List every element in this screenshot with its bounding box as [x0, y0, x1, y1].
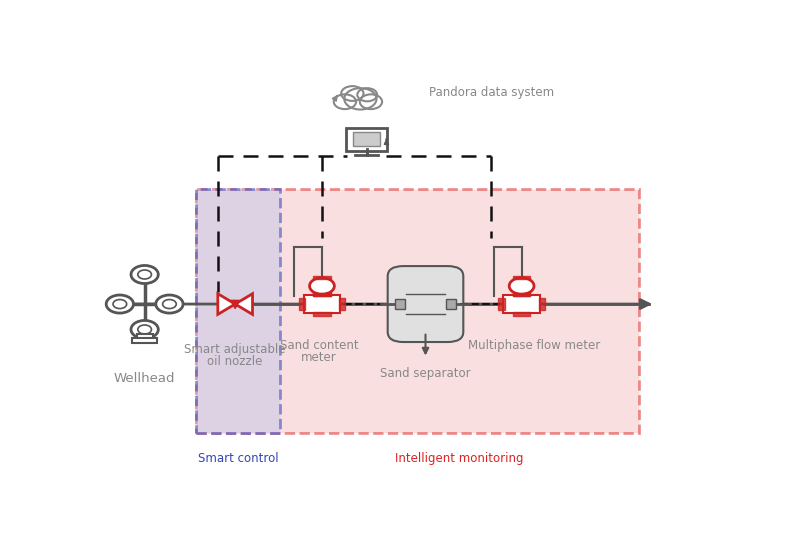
FancyBboxPatch shape [132, 338, 157, 343]
Text: Smart adjustable: Smart adjustable [185, 343, 286, 356]
FancyBboxPatch shape [503, 295, 540, 313]
FancyBboxPatch shape [446, 299, 456, 309]
Text: oil nozzle: oil nozzle [207, 356, 263, 368]
FancyBboxPatch shape [395, 299, 405, 309]
Circle shape [341, 86, 363, 101]
Text: Wellhead: Wellhead [114, 372, 175, 385]
FancyBboxPatch shape [339, 298, 346, 310]
Polygon shape [235, 294, 253, 314]
FancyBboxPatch shape [196, 189, 280, 433]
Polygon shape [218, 294, 235, 314]
Circle shape [156, 295, 183, 313]
FancyBboxPatch shape [196, 189, 639, 433]
FancyBboxPatch shape [304, 295, 340, 313]
Text: Multiphase flow meter: Multiphase flow meter [468, 339, 600, 352]
Text: Smart control: Smart control [198, 452, 278, 465]
FancyBboxPatch shape [538, 298, 545, 310]
FancyBboxPatch shape [513, 292, 530, 296]
Circle shape [131, 320, 158, 338]
FancyBboxPatch shape [498, 298, 505, 310]
Circle shape [131, 265, 158, 284]
FancyBboxPatch shape [513, 293, 530, 296]
Circle shape [310, 278, 334, 294]
Circle shape [510, 278, 534, 294]
FancyBboxPatch shape [346, 127, 387, 150]
Text: Pandora data system: Pandora data system [429, 86, 554, 99]
Text: Sand separator: Sand separator [380, 367, 471, 379]
FancyBboxPatch shape [298, 298, 305, 310]
Circle shape [358, 88, 377, 101]
FancyBboxPatch shape [137, 334, 153, 338]
Text: Intelligent monitoring: Intelligent monitoring [395, 452, 524, 465]
Circle shape [106, 295, 134, 313]
FancyBboxPatch shape [513, 312, 530, 316]
FancyBboxPatch shape [314, 276, 330, 279]
Circle shape [344, 88, 377, 109]
FancyBboxPatch shape [314, 292, 330, 296]
FancyBboxPatch shape [513, 276, 530, 279]
Polygon shape [231, 301, 239, 309]
FancyBboxPatch shape [353, 132, 380, 146]
FancyBboxPatch shape [314, 293, 330, 296]
FancyBboxPatch shape [314, 312, 330, 316]
FancyBboxPatch shape [388, 266, 463, 342]
Circle shape [334, 94, 356, 109]
Circle shape [360, 94, 382, 109]
Text: Sand content: Sand content [279, 339, 358, 352]
Text: meter: meter [301, 351, 337, 364]
